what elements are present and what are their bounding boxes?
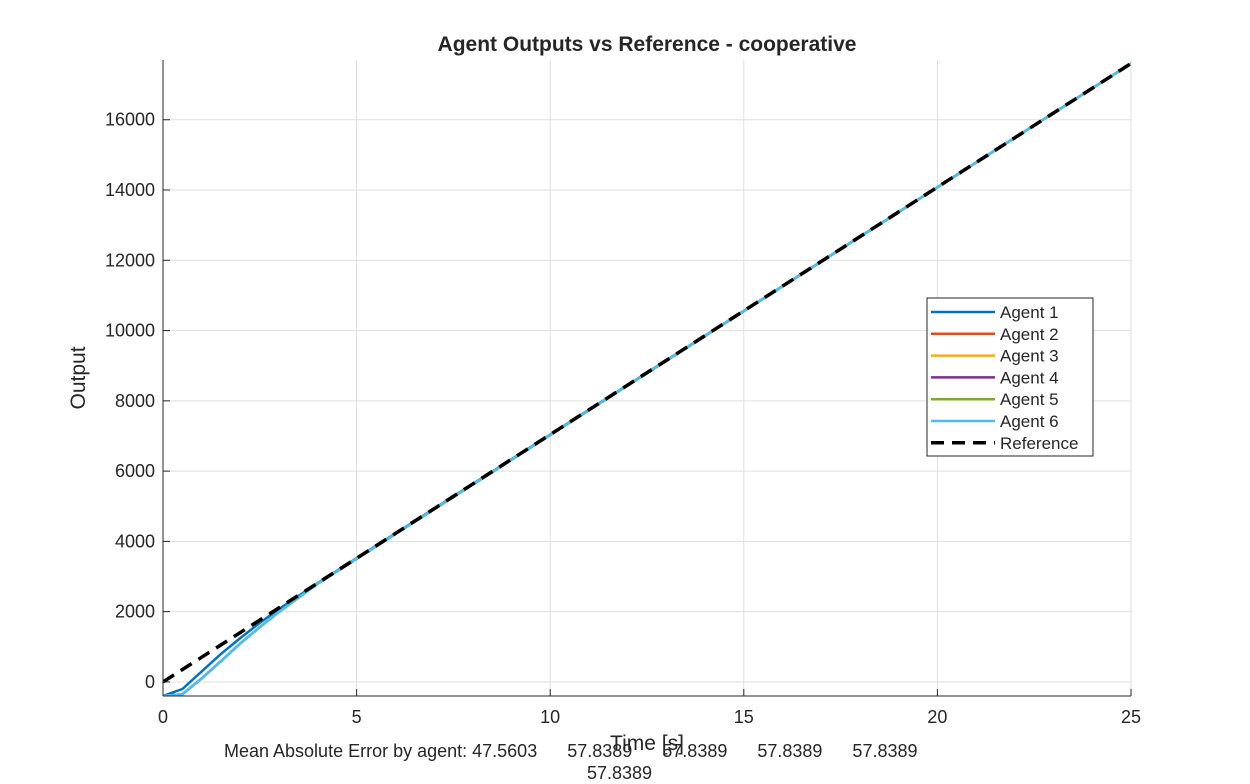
legend-label: Agent 3 [1000,347,1059,366]
legend-label: Agent 2 [1000,325,1059,344]
y-tick-label: 0 [145,672,155,692]
x-tick-label: 10 [540,707,560,727]
legend-label: Agent 4 [1000,368,1059,387]
y-tick-label: 8000 [115,391,155,411]
y-tick-label: 2000 [115,602,155,622]
tick-labels: 0 5 10 15 20 25 0 2000 4000 6000 8000 10000 12000 140… [105,110,1141,727]
series-line-reference [163,62,1131,684]
y-tick-label: 6000 [115,461,155,481]
chart-title: Agent Outputs vs Reference - cooperative [438,33,857,56]
y-tick-label: 16000 [105,110,155,130]
legend-label: Reference [1000,434,1078,453]
x-tick-label: 15 [734,707,754,727]
legend-label: Agent 5 [1000,390,1059,409]
legend: Agent 1 Agent 2 Agent 3 Agent 4 Agent 5 Agent… [926,297,1094,457]
x-axis-label: Time [s] [610,732,684,755]
y-tick-label: 14000 [105,180,155,200]
y-tick-label: 10000 [105,321,155,341]
y-tick-label: 4000 [115,531,155,551]
x-tick-label: 20 [927,707,947,727]
mae-footer-line1: Mean Absolute Error by agent: 47.5603 57… [224,741,918,761]
legend-label: Agent 6 [1000,412,1059,431]
axes [162,60,1132,697]
mae-footer-line2: 57.8389 [587,763,653,783]
y-tick-label: 12000 [105,250,155,270]
x-tick-label: 5 [352,707,362,727]
x-tick-label: 25 [1121,707,1141,727]
y-axis-label: Output [67,346,90,409]
x-tick-label: 0 [158,707,168,727]
plot-lines [163,62,1131,696]
legend-label: Agent 1 [1000,303,1059,322]
